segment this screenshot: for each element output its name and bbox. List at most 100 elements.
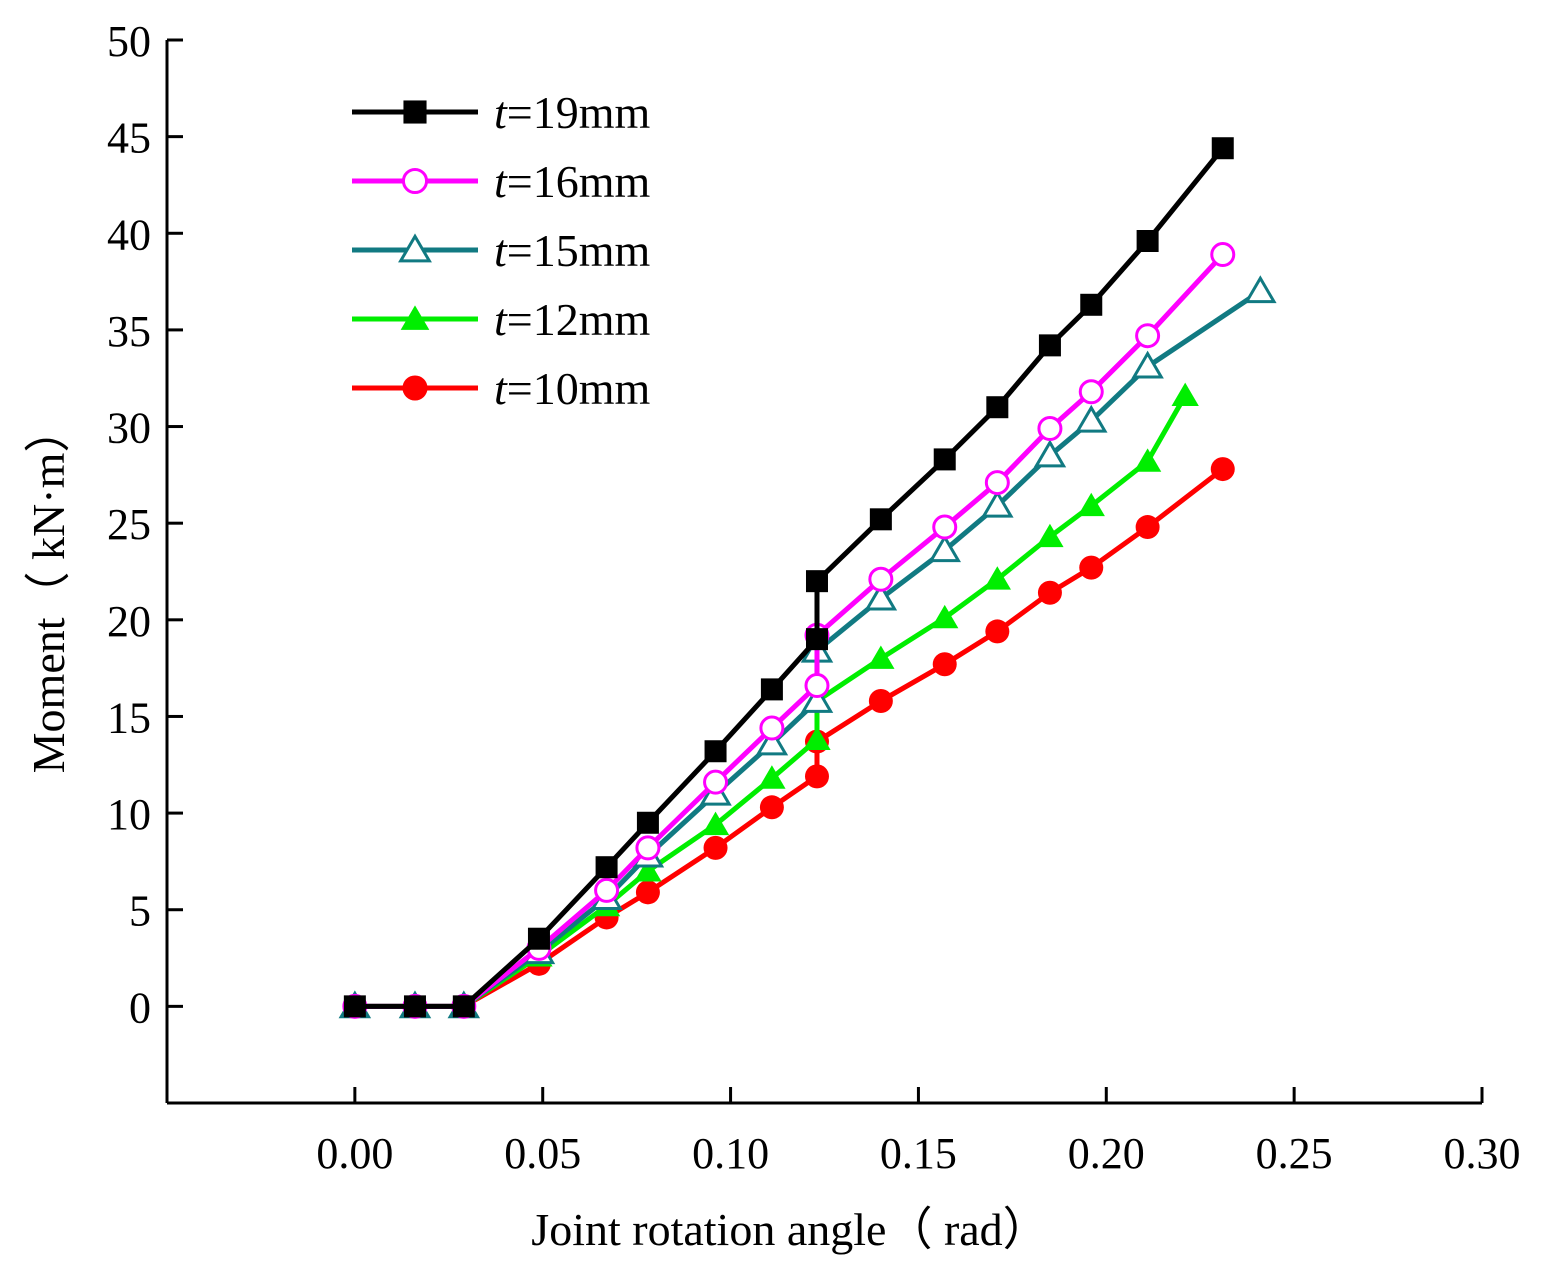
- legend-label: t=16mm: [494, 156, 651, 207]
- data-point: [869, 508, 892, 531]
- data-point: [759, 715, 785, 741]
- y-tick-label: 30: [107, 404, 151, 453]
- y-tick-label: 35: [107, 307, 151, 356]
- data-point: [1133, 448, 1162, 472]
- data-point: [803, 726, 831, 751]
- legend-label-value: =19mm: [507, 87, 651, 138]
- legend-item: t=15mm: [352, 225, 651, 276]
- data-point: [635, 835, 661, 861]
- data-point: [805, 570, 828, 593]
- legend-marker: [403, 100, 427, 124]
- data-point: [933, 448, 956, 471]
- legend-label-value: =10mm: [507, 363, 651, 414]
- x-tick-label: 0.10: [692, 1129, 769, 1178]
- legend-marker: [400, 305, 430, 330]
- legend-label-var: t: [494, 225, 508, 276]
- data-point: [636, 811, 659, 834]
- data-point: [981, 489, 1014, 518]
- series-line: [354, 467, 1225, 1009]
- data-point: [983, 566, 1011, 590]
- y-tick-label: 5: [129, 887, 151, 936]
- legend-item: t=12mm: [352, 294, 651, 345]
- data-point: [1171, 382, 1199, 407]
- data-point: [1210, 457, 1235, 482]
- ticks: 0.00 0.05 0.10 0.15 0.20 0.25 0.30 0 5 10 15 20 25 30…: [107, 17, 1521, 1178]
- data-point: [1074, 404, 1108, 433]
- data-point: [1038, 334, 1061, 357]
- data-point: [1078, 379, 1104, 405]
- legend-label-value: =15mm: [507, 225, 651, 276]
- axes: [165, 40, 1482, 1105]
- data-point: [343, 995, 366, 1018]
- y-tick-label: 40: [107, 210, 151, 259]
- data-point: [986, 396, 1009, 419]
- legend-label-var: t: [494, 156, 508, 207]
- data-point: [527, 927, 550, 950]
- data-point: [928, 534, 961, 563]
- data-point: [635, 880, 660, 905]
- data-point: [1037, 580, 1062, 605]
- data-point: [703, 835, 728, 860]
- legend-item: t=16mm: [352, 156, 651, 207]
- data-point: [1033, 439, 1067, 468]
- series-line: [354, 252, 1225, 1009]
- legend-label: t=15mm: [494, 225, 651, 276]
- data-point: [1080, 293, 1103, 316]
- y-tick-label: 15: [107, 693, 151, 742]
- y-tick-label: 45: [107, 114, 151, 163]
- data-point: [868, 566, 894, 592]
- legend-label-value: =16mm: [507, 156, 651, 207]
- legend-label: t=10mm: [494, 363, 651, 414]
- legend-marker: [402, 375, 428, 401]
- y-tick-label: 10: [107, 790, 151, 839]
- data-point: [1135, 515, 1160, 540]
- x-tick-label: 0.25: [1256, 1129, 1333, 1178]
- data-point: [800, 685, 834, 713]
- y-axis-title: Moment（ kN·m）: [23, 407, 74, 774]
- data-point: [1131, 350, 1164, 379]
- data-point: [1079, 555, 1104, 580]
- legend-marker: [398, 233, 432, 263]
- series-line: [354, 394, 1188, 1009]
- data-point: [804, 764, 829, 789]
- data-point: [1036, 523, 1064, 548]
- x-axis-title: Joint rotation angle（ rad）: [531, 1204, 1048, 1255]
- x-tick-label: 0.00: [316, 1129, 393, 1178]
- data-point: [701, 811, 730, 836]
- legend-label: t=19mm: [494, 87, 651, 138]
- data-point: [755, 727, 789, 756]
- data-point: [867, 645, 895, 669]
- legend-item: t=10mm: [352, 363, 651, 414]
- legend-marker: [401, 167, 429, 195]
- legend-label: t=12mm: [494, 294, 651, 345]
- data-point: [804, 673, 830, 699]
- data-point: [595, 856, 618, 879]
- legend-label-var: t: [494, 363, 508, 414]
- data-point: [1210, 242, 1236, 268]
- series-lines: [338, 137, 1277, 1019]
- data-point: [868, 688, 893, 713]
- data-point: [594, 877, 620, 903]
- y-tick-label: 20: [107, 597, 151, 646]
- data-point: [452, 995, 475, 1018]
- x-tick-label: 0.15: [880, 1129, 957, 1178]
- legend-item: t=19mm: [352, 87, 651, 138]
- y-tick-label: 25: [107, 500, 151, 549]
- data-point: [985, 619, 1010, 644]
- y-tick-label: 0: [129, 983, 151, 1032]
- x-tick-label: 0.20: [1068, 1129, 1145, 1178]
- legend-label-var: t: [494, 294, 508, 345]
- data-point: [1037, 415, 1063, 441]
- data-point: [864, 582, 898, 611]
- data-point: [403, 995, 426, 1018]
- legend-label-value: =12mm: [507, 294, 651, 345]
- data-point: [760, 678, 783, 701]
- data-point: [1135, 323, 1161, 349]
- data-point: [984, 470, 1010, 496]
- series-t=10mm: [342, 457, 1235, 1019]
- x-tick-label: 0.05: [504, 1129, 581, 1178]
- data-point: [1244, 275, 1277, 304]
- data-point: [758, 765, 786, 789]
